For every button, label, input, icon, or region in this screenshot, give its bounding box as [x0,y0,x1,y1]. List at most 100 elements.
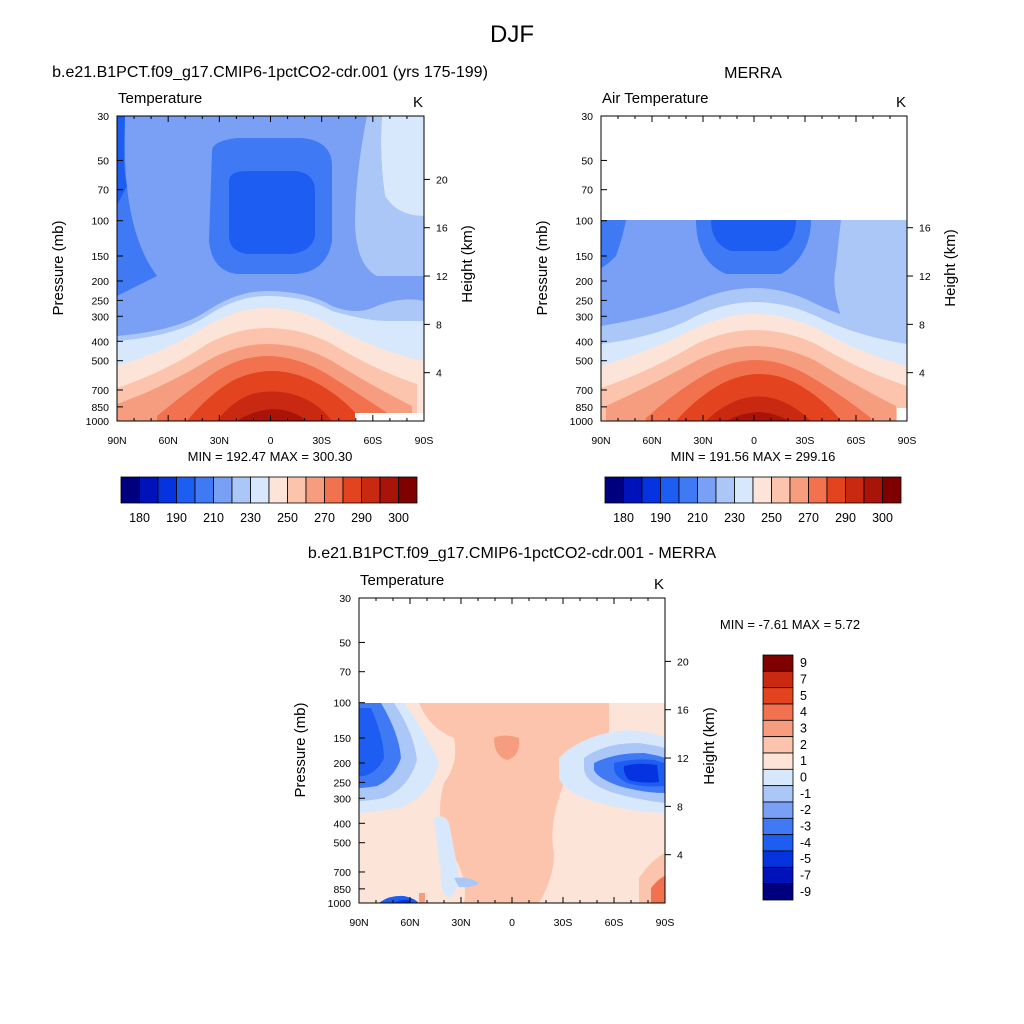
x-tick-label: 60N [159,435,178,447]
y-tick-label: 150 [575,251,593,263]
y2-tick-label: 4 [677,850,683,862]
colorbar-swatch [762,670,794,689]
field-missing-terrain [897,408,907,421]
y2-axis-label: Height (km) [942,229,959,307]
y-tick-label: 500 [333,838,351,850]
x-tick-label: 30N [693,435,712,447]
y-tick-label: 70 [339,667,351,679]
colorbar-label: 3 [800,722,807,736]
colorbar-swatch [120,476,140,504]
colorbar-label: 250 [277,511,298,525]
colorbar-swatch [623,476,643,504]
colorbar-swatch [762,785,794,803]
colorbar-swatch [342,476,362,504]
colorbar-label: 5 [800,689,807,703]
y2-tick-label: 12 [919,271,931,283]
y-tick-label: 700 [333,867,351,879]
field-band-level-1-to-2 [419,703,609,903]
colorbar-label: -1 [800,787,811,801]
y-tick-label: 50 [97,155,109,167]
units-label: K [654,576,664,593]
y-tick-label: 1000 [86,416,110,428]
units-label: K [896,94,906,111]
colorbar: 180 190 210 230 250 270 290 300 [604,476,902,525]
x-tick-label: 30S [796,435,815,447]
field-tropical-tropopause-core [229,171,315,254]
colorbar-swatch [762,768,794,787]
min-max-label: MIN = 191.56 MAX = 299.16 [671,449,836,464]
y-tick-label: 300 [333,793,351,805]
variable-label: Temperature [118,90,202,107]
x-tick-label: 90N [591,435,610,447]
colorbar-swatch [641,476,661,504]
field-band-level-14 [237,409,307,421]
colorbar-swatch [762,834,794,852]
colorbar-swatch [305,476,325,504]
colorbar-label: 7 [800,673,807,687]
y2-tick-label: 16 [919,223,931,235]
colorbar-label: 230 [724,511,745,525]
y2-tick-label: 8 [677,801,683,813]
y-tick-label: 300 [575,311,593,323]
colorbar-label: -5 [800,852,811,866]
colorbar-swatch [139,476,159,504]
figure-title: DJF [490,21,534,48]
colorbar-swatch [678,476,698,504]
field-band-level-14 [726,412,789,421]
y-tick-label: 70 [581,185,593,197]
colorbar-swatch [762,801,794,819]
colorbar-swatch [268,476,288,504]
y2-tick-label: 16 [677,705,689,717]
x-tick-label: 90S [415,435,434,447]
field-polar-band [601,220,626,268]
colorbar: 9 7 5 4 3 2 1 0 -1 -2 -3 -4 -5 -7 -9 [762,654,811,901]
colorbar-swatch [762,687,794,705]
colorbar-label: 300 [388,511,409,525]
colorbar-label: -9 [800,885,811,899]
y2-tick-label: 20 [677,656,689,668]
colorbar-swatch [176,476,196,504]
field-missing-terrain [355,413,424,421]
x-tick-label: 60N [642,435,661,447]
colorbar-swatch [715,476,735,504]
colorbar-label: -4 [800,836,811,850]
y2-axis-label: Height (km) [701,707,718,785]
y-tick-label: 700 [91,385,109,397]
y-tick-label: 1000 [570,416,594,428]
field-northern-cold-core [359,708,384,776]
colorbar-swatch [762,850,794,868]
y-tick-label: 50 [339,637,351,649]
x-tick-label: 90N [107,435,126,447]
colorbar-swatch [762,654,794,672]
y-axis-label: Pressure (mb) [292,702,309,797]
y2-tick-label: 4 [436,368,442,380]
colorbar-label: -3 [800,820,811,834]
y-tick-label: 200 [91,276,109,288]
colorbar-swatch [762,883,794,901]
field-warm-pocket [564,856,577,867]
colorbar-label: 180 [129,511,150,525]
colorbar-label: 290 [351,511,372,525]
panel-model: b.e21.B1PCT.f09_g17.CMIP6-1pctCO2-cdr.00… [50,64,488,525]
plot-area [359,598,665,903]
colorbar-swatch [697,476,717,504]
colorbar-swatch [734,476,754,504]
colorbar-label: 230 [240,511,261,525]
colorbar-swatch [762,736,794,754]
x-tick-label: 30N [451,917,470,929]
colorbar-swatch [845,476,865,504]
colorbar-swatch [826,476,846,504]
x-tick-label: 60S [363,435,382,447]
y-tick-label: 300 [91,311,109,323]
y-tick-label: 400 [575,336,593,348]
y-tick-label: 100 [91,216,109,228]
y-tick-label: 200 [575,276,593,288]
field-tropical-tropopause-core [711,220,796,251]
colorbar-swatch [231,476,251,504]
colorbar-swatch [762,752,794,770]
y2-axis-label: Height (km) [459,225,476,303]
y-tick-label: 200 [333,758,351,770]
colorbar-label: 300 [872,511,893,525]
colorbar-label: -7 [800,869,811,883]
